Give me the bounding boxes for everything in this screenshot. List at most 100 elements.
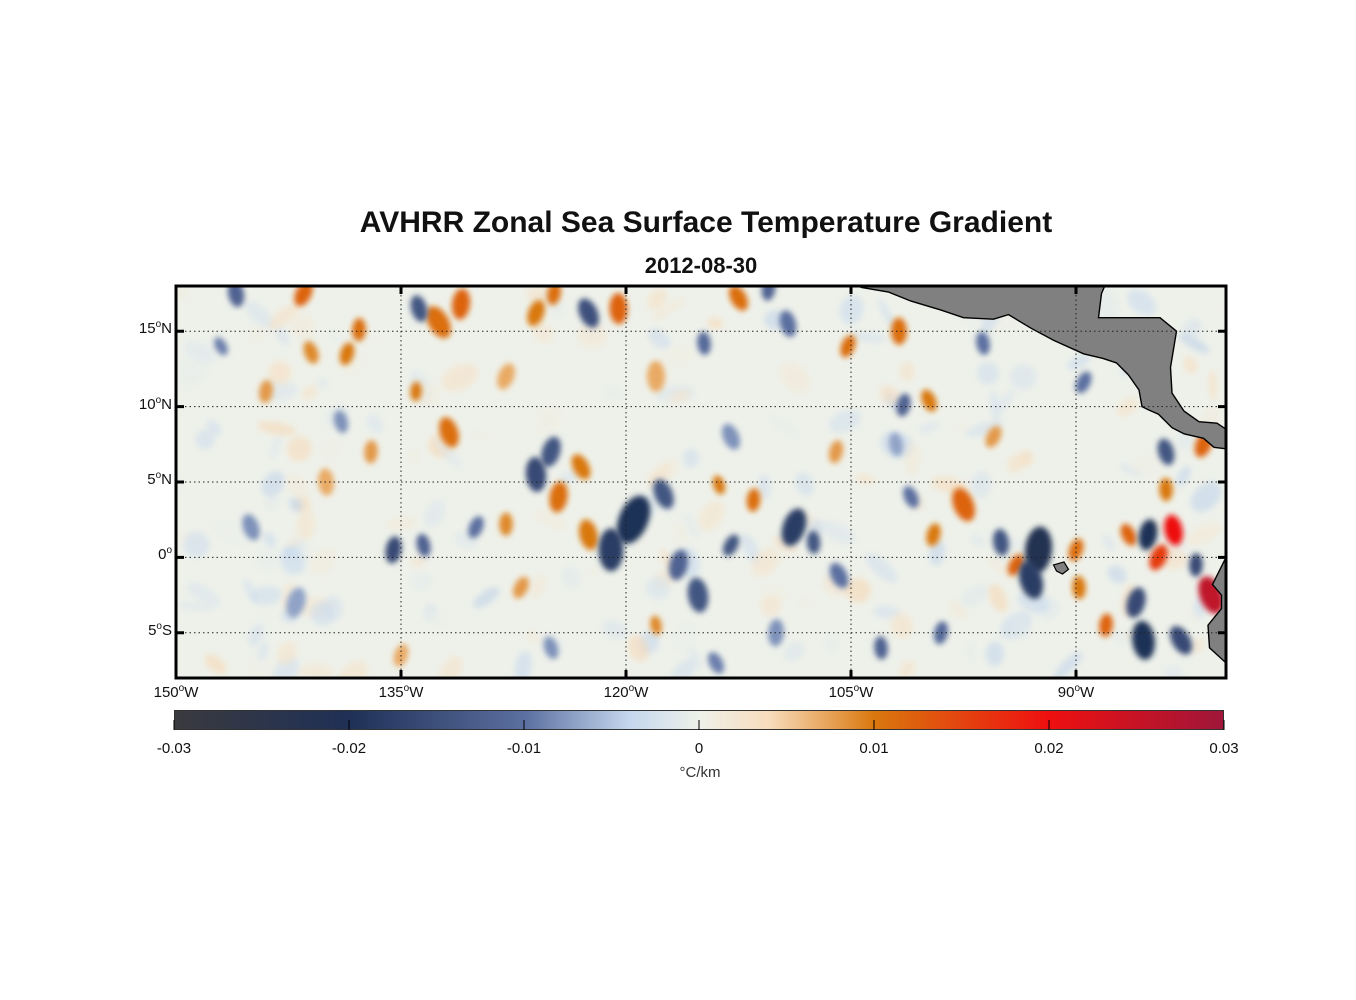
gradient-feature bbox=[781, 508, 807, 547]
texture-patch bbox=[310, 601, 335, 626]
texture-patch bbox=[764, 310, 785, 330]
gradient-feature bbox=[722, 534, 740, 557]
texture-patch bbox=[366, 414, 384, 434]
texture-patch bbox=[855, 474, 876, 484]
texture-patch bbox=[648, 328, 671, 349]
texture-patch bbox=[795, 594, 815, 611]
texture-patch bbox=[903, 441, 921, 476]
central-america-land bbox=[856, 286, 1226, 450]
gradient-feature bbox=[985, 425, 1002, 448]
texture-patch bbox=[178, 358, 210, 382]
texture-patch bbox=[822, 636, 840, 652]
texture-patch bbox=[530, 575, 546, 600]
texture-patch bbox=[899, 361, 915, 382]
texture-patch bbox=[263, 532, 276, 548]
gradient-feature bbox=[1075, 371, 1092, 394]
texture-patch bbox=[309, 547, 337, 576]
gradient-feature bbox=[1120, 523, 1137, 546]
gradient-feature bbox=[549, 481, 568, 513]
texture-patch bbox=[1186, 522, 1221, 546]
gradient-feature bbox=[468, 516, 484, 539]
texture-patch bbox=[424, 608, 452, 631]
texture-patch bbox=[534, 405, 563, 435]
texture-patch bbox=[985, 556, 1017, 581]
texture-patch bbox=[423, 500, 446, 528]
colorbar-tick-label: 0.02 bbox=[1034, 740, 1064, 757]
texture-patch bbox=[971, 471, 992, 499]
texture-patch bbox=[928, 539, 946, 566]
gradient-feature bbox=[1068, 538, 1084, 562]
gradient-feature bbox=[746, 488, 761, 512]
texture-patch bbox=[601, 619, 628, 640]
texture-patch bbox=[1009, 364, 1037, 391]
gradient-feature bbox=[728, 286, 749, 311]
texture-patch bbox=[683, 512, 700, 539]
texture-patch bbox=[647, 288, 668, 310]
gradient-feature bbox=[697, 331, 711, 355]
texture-patch bbox=[960, 584, 989, 608]
texture-patch bbox=[1007, 454, 1024, 474]
gradient-feature bbox=[829, 562, 849, 589]
latitude-label: 5oS bbox=[148, 620, 172, 639]
texture-patch bbox=[297, 508, 315, 542]
texture-patch bbox=[671, 620, 698, 654]
texture-patch bbox=[1183, 318, 1203, 337]
gradient-feature bbox=[546, 286, 562, 306]
gradient-feature bbox=[385, 536, 402, 564]
gradient-feature bbox=[1138, 519, 1158, 551]
texture-patch bbox=[286, 536, 301, 547]
texture-patch bbox=[899, 660, 916, 678]
texture-patch bbox=[550, 342, 571, 363]
texture-patch bbox=[204, 654, 227, 675]
texture-patch bbox=[646, 575, 670, 600]
texture-patch bbox=[274, 325, 290, 346]
texture-patch bbox=[820, 520, 856, 545]
gradient-feature bbox=[1018, 561, 1044, 599]
texture-patch bbox=[195, 429, 215, 450]
texture-patch bbox=[276, 641, 297, 666]
colorbar-unit: °C/km bbox=[679, 764, 721, 781]
texture-patch bbox=[669, 389, 691, 404]
gradient-feature bbox=[541, 436, 561, 467]
gradient-feature bbox=[921, 389, 937, 412]
axis-ticks bbox=[174, 286, 1226, 678]
texture-patch bbox=[873, 605, 901, 619]
gradient-feature bbox=[426, 306, 451, 339]
texture-patch bbox=[1053, 651, 1083, 678]
texture-patch bbox=[1013, 614, 1031, 639]
texture-patch bbox=[1178, 332, 1210, 354]
texture-patch bbox=[654, 307, 663, 322]
texture-patch bbox=[1127, 289, 1157, 316]
gradient-feature bbox=[416, 533, 431, 557]
texture-patch bbox=[760, 596, 782, 617]
texture-patch bbox=[740, 533, 761, 564]
texture-patch bbox=[268, 360, 292, 385]
gradient-feature bbox=[364, 440, 378, 464]
gradient-feature bbox=[828, 440, 844, 464]
gradient-feature bbox=[926, 523, 941, 547]
colorbar-tick-label: 0.01 bbox=[859, 740, 889, 757]
gradient-feature bbox=[578, 519, 599, 551]
texture-patch bbox=[409, 556, 426, 568]
gradient-feature bbox=[616, 495, 651, 544]
longitude-label: 135oW bbox=[378, 683, 424, 701]
gradient-feature bbox=[1099, 613, 1113, 637]
longitude-label: 120oW bbox=[603, 683, 649, 701]
gradient-feature bbox=[214, 337, 228, 356]
texture-patch bbox=[670, 522, 689, 544]
gradient-feature bbox=[1164, 514, 1183, 546]
texture-patch bbox=[248, 324, 269, 343]
latitude-label: 10oN bbox=[138, 394, 172, 413]
texture-patch bbox=[768, 414, 801, 438]
gradient-feature bbox=[527, 300, 545, 327]
texture-patch bbox=[532, 322, 555, 344]
gradient-feature bbox=[598, 528, 624, 572]
texture-patch bbox=[669, 659, 696, 678]
texture-patch bbox=[272, 656, 299, 678]
texture-patch bbox=[176, 288, 190, 301]
texture-patch bbox=[845, 577, 871, 603]
gradient-feature bbox=[707, 652, 725, 674]
gradient-feature bbox=[687, 577, 709, 613]
texture-patch bbox=[243, 579, 259, 603]
texture-patch bbox=[839, 295, 864, 325]
